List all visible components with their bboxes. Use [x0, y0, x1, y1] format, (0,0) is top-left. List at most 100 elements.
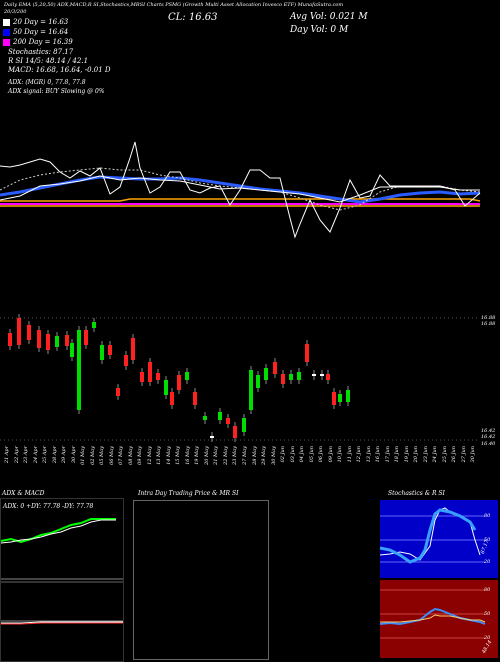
candle-body [312, 374, 316, 376]
date-tick-label: 16 Jun [375, 446, 382, 463]
date-tick-label: 11 Jun [346, 446, 353, 463]
date-tick-label: 12 May [146, 446, 153, 465]
candle-body [193, 392, 197, 405]
adx-legend: ADX: (MGR) 0, 77.8, 77.8 [8, 79, 86, 86]
candle-body [8, 333, 12, 346]
price-axis-low-label-1: 16.42 [481, 428, 496, 434]
candle-body [55, 336, 59, 347]
candle-body [256, 375, 260, 388]
macd-signal-line [1, 622, 123, 625]
date-tick-label: 07 May [118, 446, 125, 465]
date-tick-label: 25 Jun [441, 446, 448, 463]
date-tick-label: 08 May [127, 446, 134, 465]
price-axis-low-label-2: 16.42 [481, 434, 496, 440]
ema50-line [0, 175, 481, 204]
date-tick-label: 24 Jun [432, 446, 439, 463]
candle-body [131, 338, 135, 360]
date-tick-label: 01 May [80, 446, 87, 465]
candle-body [84, 330, 88, 345]
candle-body [242, 418, 246, 432]
candle-body [203, 416, 207, 420]
price-axis-top-label-2: 16.88 [481, 321, 496, 327]
stoch-level-80: 80 [484, 513, 491, 519]
candle-body [46, 334, 50, 350]
candle-body [70, 343, 74, 357]
close-price-label: CL: 16.63 [168, 12, 218, 23]
date-tick-label: 24 Apr [32, 446, 39, 464]
date-tick-label: 29 Apr [61, 446, 68, 464]
adx-signal-legend: ADX signal: BUY Slowing @ 0% [8, 88, 105, 95]
macd-legend: MACD: 16.68, 16.64, -0.01 D [8, 66, 111, 74]
date-tick-label: 15 May [175, 446, 182, 465]
date-tick-label: 26 Jun [451, 446, 458, 463]
date-tick-label: 10 Jun [337, 446, 344, 463]
rsi-panel: 80 50 20 48.14 [379, 580, 498, 658]
rsi-legend: R SI 14/5: 48.14 / 42.1 [8, 57, 89, 65]
stochastics-panel-title: Stochastics & R SI [388, 490, 445, 497]
candle-body [164, 380, 168, 395]
ema50-legend: 50 Day = 16.64 [13, 28, 69, 36]
candle-body [233, 426, 237, 438]
candle-body [210, 436, 214, 438]
ema200-swatch [3, 39, 10, 46]
candle-body [116, 388, 120, 396]
candle-body [177, 375, 181, 390]
candle-body [100, 345, 104, 360]
candle-body [27, 325, 31, 340]
date-tick-label: 20 May [203, 446, 210, 465]
date-tick-label: 19 May [194, 446, 201, 465]
candle-body [338, 394, 342, 402]
rsi-level-50: 50 [484, 611, 491, 617]
candle-body [124, 355, 128, 366]
stoch-level-50: 50 [484, 537, 491, 543]
intraday-panel [133, 500, 269, 660]
price-axis-low-label-3: 16.40 [481, 441, 496, 447]
candle-body [249, 370, 253, 410]
date-tick-label: 20 Jun [413, 446, 420, 463]
date-tick-label: 05 May [99, 446, 106, 465]
chart-header-title: Daily EMA (5,20,50) ADX,MACD,R SI,Stocha… [4, 2, 344, 8]
date-tick-label: 30 May [270, 446, 277, 465]
date-tick-label: 25 Apr [42, 446, 49, 464]
candle-body [297, 372, 301, 380]
date-tick-label: 09 May [137, 446, 144, 465]
price-axis-top-label: 16.88 [481, 315, 496, 321]
intraday-panel-title: Intra Day Trading Price & MR SI [138, 490, 239, 497]
rsi-level-80: 80 [484, 587, 491, 593]
candle-body [326, 374, 330, 380]
candle-body [185, 372, 189, 380]
date-tick-label: 28 May [251, 446, 258, 465]
date-tick-label: 22 May [222, 446, 229, 465]
rsi-level-20: 20 [484, 635, 491, 641]
date-tick-label: 22 Apr [13, 446, 20, 464]
candle-body [273, 362, 277, 374]
candle-body [346, 390, 350, 402]
candlestick-series [0, 314, 480, 442]
avg-volume-label: Avg Vol: 0.021 M [290, 12, 368, 22]
ema5-line [0, 175, 480, 203]
date-tick-label: 18 Jun [394, 446, 401, 463]
candle-body [264, 368, 268, 380]
date-tick-label: 02 May [89, 446, 96, 465]
orange-line-1 [0, 198, 481, 202]
ema20-legend: 20 Day = 16.63 [13, 18, 69, 26]
stoch-d-line [379, 508, 477, 564]
candle-body [77, 330, 81, 410]
candle-body [108, 345, 112, 355]
macd-panel [0, 582, 124, 662]
candle-body [320, 374, 324, 376]
date-tick-label: 27 Jun [460, 446, 467, 463]
candle-body [170, 392, 174, 405]
stochastics-panel: 80 50 20 87.17 [379, 500, 498, 578]
macd-line [1, 621, 123, 624]
date-tick-label: 02 Jun [280, 446, 287, 463]
candle-body [17, 318, 21, 345]
date-tick-label: 21 May [213, 446, 220, 465]
date-axis: 21 Apr 22 Apr 23 Apr 24 Apr 25 Apr 28 Apr 29 A… [0, 446, 480, 478]
candle-body [218, 412, 222, 420]
date-range-label: 20/3/200 [4, 9, 27, 15]
candle-body [148, 362, 152, 382]
date-tick-label: 13 Jun [365, 446, 372, 463]
adx-minus-di-line [0, 519, 116, 544]
date-tick-label: 05 Jun [308, 446, 315, 463]
